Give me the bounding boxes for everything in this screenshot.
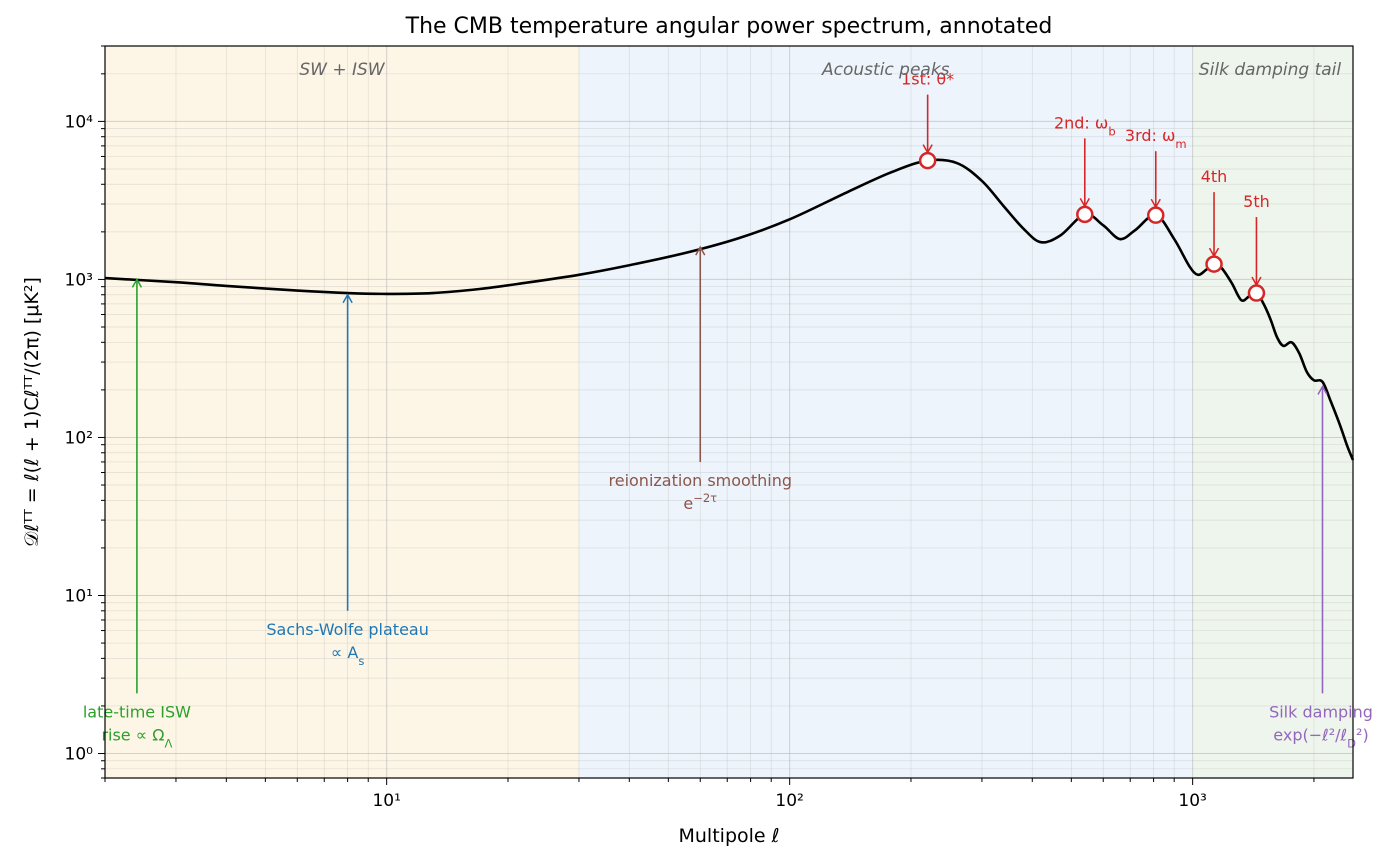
- annotation-arrowhead-2: [695, 245, 706, 256]
- region-label-0: SW + ISW: [299, 60, 385, 80]
- region-band-1: [578, 46, 1193, 778]
- y-tick-label: 10⁴: [65, 112, 94, 132]
- peak-marker-0: [918, 151, 937, 170]
- peak-marker-2: [1147, 206, 1165, 224]
- plot-frame: [104, 45, 1354, 779]
- annotations: late-time ISW rise ∝ ΩΛ Sachs-Wolfe platea…: [83, 245, 1373, 750]
- annotation-label-2: e−2τ: [683, 491, 717, 513]
- peak-marker-4: [1247, 284, 1266, 302]
- annotation-label-0: late-time ISW: [83, 702, 191, 721]
- peak-marker-3: [1205, 255, 1223, 273]
- region-band-0: [105, 46, 579, 778]
- y-tick-label: 10¹: [65, 586, 93, 606]
- region-label-2: Silk damping tail: [1199, 60, 1342, 80]
- grid-lines: [104, 45, 1353, 779]
- y-tick-label: 10³: [65, 270, 93, 290]
- chart-title: The CMB temperature angular power spectr…: [405, 14, 1053, 39]
- peak-label-4: 5th: [1243, 192, 1270, 211]
- annotation-label-1: ∝ As: [331, 643, 364, 668]
- shaded-regions: [105, 46, 1353, 778]
- x-tick-label: 10¹: [372, 791, 400, 811]
- annotation-arrowhead-0: [131, 277, 143, 288]
- region-label-1: Acoustic peaks: [821, 60, 950, 80]
- peak-markers: 1st: θ* 2nd: ωb 3rd: ωm 4th 5th: [901, 70, 1270, 302]
- y-tick-label: 10⁰: [65, 745, 94, 765]
- region-labels: SW + ISW Acoustic peaks Silk damping tail: [299, 60, 1341, 80]
- peak-label-0: 1st: θ*: [901, 70, 954, 89]
- axis-ticks: 10¹ 10² 10³ 10⁰ 10¹ 10² 10³ 10⁴: [65, 45, 1315, 811]
- y-tick-label: 10²: [65, 428, 93, 448]
- annotation-label-2: reionization smoothing: [609, 471, 792, 490]
- peak-marker-1: [1076, 205, 1094, 224]
- peak-label-1: 2nd: ωb: [1054, 113, 1116, 138]
- y-axis-label: 𝒟ℓᵀᵀ = ℓ(ℓ + 1)Cℓᵀᵀ/(2π) [μK²]: [21, 277, 43, 547]
- x-tick-label: 10³: [1178, 791, 1206, 811]
- peak-label-3: 4th: [1201, 167, 1228, 186]
- annotation-label-1: Sachs-Wolfe plateau: [266, 620, 429, 639]
- x-tick-label: 10²: [775, 791, 803, 811]
- x-axis-label: Multipole ℓ: [679, 825, 780, 847]
- annotation-label-3: Silk damping: [1269, 702, 1373, 721]
- annotation-label-0: rise ∝ ΩΛ: [101, 725, 172, 750]
- annotation-label-3: exp(−ℓ²/ℓD²): [1273, 725, 1368, 750]
- peak-label-2: 3rd: ωm: [1125, 126, 1187, 151]
- annotation-arrowhead-1: [342, 293, 353, 304]
- series-lines: [104, 158, 1355, 461]
- region-band-2: [1192, 46, 1353, 778]
- annotation-arrowhead-3: [1317, 385, 1328, 395]
- spectrum-line-0: [104, 158, 1355, 461]
